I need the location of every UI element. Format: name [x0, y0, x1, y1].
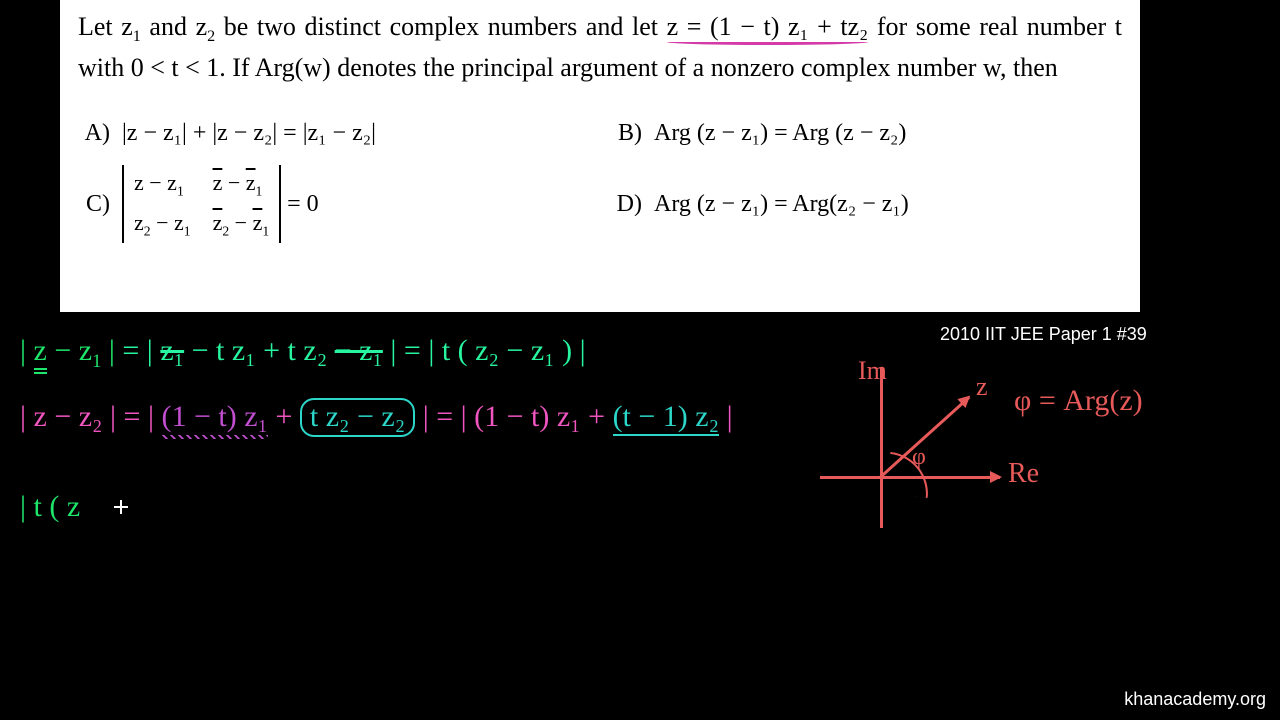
re-label: Re	[1008, 458, 1039, 490]
problem-mid2: be two distinct complex numbers and let	[215, 12, 666, 41]
im-label: Im	[858, 356, 887, 386]
problem-mid1: and z	[141, 12, 207, 41]
z-label: z	[976, 372, 988, 402]
det-r2c1: z2 − z1	[134, 207, 191, 241]
option-c: C) z − z1 z − z1 z2 − z1 z2 − z1 = 0	[78, 165, 590, 243]
det-r1c2: z − z1	[213, 167, 270, 201]
watermark: khanacademy.org	[1124, 689, 1266, 710]
option-a-label: A)	[78, 116, 110, 151]
option-c-label: C)	[78, 187, 110, 222]
hw-line-1: | z − z1 | = | z₁ − t z₁ + t z₂ − z₁ | =…	[20, 334, 586, 373]
phi-label: φ	[912, 444, 926, 471]
cursor-crosshair	[114, 500, 128, 514]
source-label: 2010 IIT JEE Paper 1 #39	[940, 324, 1147, 345]
determinant: z − z1 z − z1 z2 − z1 z2 − z1 = 0	[122, 165, 319, 243]
phi-definition: φ = Arg(z)	[1014, 384, 1143, 418]
option-a: A) |z − z₁| + |z − z₂| = |z₁ − z₂|	[78, 116, 590, 151]
problem-statement-box: Let z1 and z2 be two distinct complex nu…	[60, 0, 1140, 312]
option-b-expr: Arg (z − z₁) = Arg (z − z₂)	[654, 116, 906, 151]
option-b-label: B)	[610, 116, 642, 151]
option-d: D) Arg (z − z₁) = Arg(z₂ − z₁)	[610, 165, 1122, 243]
option-b: B) Arg (z − z₁) = Arg (z − z₂)	[610, 116, 1122, 151]
problem-pre: Let z	[78, 12, 133, 41]
options-grid: A) |z − z₁| + |z − z₂| = |z₁ − z₂| B) Ar…	[78, 116, 1122, 243]
option-d-expr: Arg (z − z₁) = Arg(z₂ − z₁)	[654, 187, 909, 222]
det-r2c2: z2 − z1	[213, 207, 270, 241]
option-d-label: D)	[610, 187, 642, 222]
hw-line-3: | t ( z	[20, 490, 80, 524]
det-r1c1: z − z1	[134, 167, 191, 201]
problem-emph: z = (1 − t) z₁ + tz₂	[667, 12, 869, 41]
option-c-suffix: = 0	[287, 187, 319, 222]
hw-line-2: | z − z₂ | = | (1 − t) z₁ + t z₂ − z₂ | …	[20, 400, 733, 434]
option-a-expr: |z − z₁| + |z − z₂| = |z₁ − z₂|	[122, 116, 376, 151]
sub-1: 1	[133, 28, 141, 45]
im-axis	[880, 368, 883, 528]
problem-text: Let z1 and z2 be two distinct complex nu…	[78, 8, 1122, 86]
sub-2: 2	[207, 28, 215, 45]
